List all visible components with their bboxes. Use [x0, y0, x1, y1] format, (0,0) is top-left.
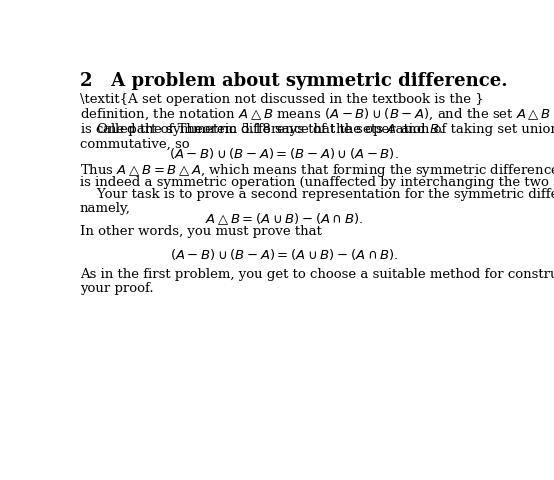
Text: is indeed a symmetric operation (unaffected by interchanging the two sets).: is indeed a symmetric operation (unaffec… — [80, 176, 554, 189]
Text: your proof.: your proof. — [80, 282, 153, 295]
Text: 2   A problem about symmetric difference.: 2 A problem about symmetric difference. — [80, 72, 507, 90]
Text: $(A - B) \cup (B - A) = (B - A) \cup (A - B).$: $(A - B) \cup (B - A) = (B - A) \cup (A … — [169, 146, 399, 161]
Text: One part of Theorem 5.18 says that the operation of taking set unions is: One part of Theorem 5.18 says that the o… — [80, 123, 554, 136]
Text: Thus $A \triangle B = B \triangle A$, which means that forming the symmetric dif: Thus $A \triangle B = B \triangle A$, wh… — [80, 162, 554, 179]
Text: $A \triangle B = (A \cup B) - (A \cap B).$: $A \triangle B = (A \cup B) - (A \cap B)… — [205, 211, 363, 227]
Text: \textit{A set operation not discussed in the textbook is the }: \textit{A set operation not discussed in… — [80, 93, 484, 106]
Text: Your task is to prove a second representation for the symmetric difference,: Your task is to prove a second represent… — [80, 189, 554, 202]
Text: commutative, so: commutative, so — [80, 137, 189, 150]
Text: As in the first problem, you get to choose a suitable method for constructing: As in the first problem, you get to choo… — [80, 268, 554, 281]
Text: In other words, you must prove that: In other words, you must prove that — [80, 225, 322, 238]
Text: definition, the notation $A \triangle B$ means $(A - B) \cup (B - A)$, and the s: definition, the notation $A \triangle B$… — [80, 107, 551, 122]
Text: namely,: namely, — [80, 203, 131, 216]
Text: $(A - B) \cup (B - A) = (A \cup B) - (A \cap B).$: $(A - B) \cup (B - A) = (A \cup B) - (A … — [170, 247, 398, 262]
Text: is called the symmetric difference of the sets $A$ and $B$.: is called the symmetric difference of th… — [80, 121, 443, 138]
